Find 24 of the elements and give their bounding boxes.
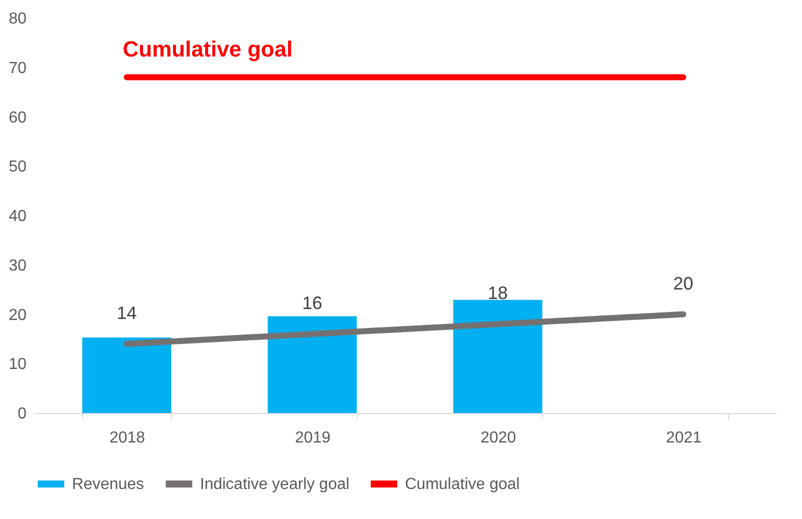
data-label: 20 [673,273,694,294]
y-tick-label: 0 [18,406,27,422]
x-tick-label: 2018 [109,430,146,446]
y-tick-label: 10 [8,356,27,374]
y-tick-label: 50 [8,158,27,176]
data-label: 16 [302,293,322,313]
legend-label: Indicative yearly goal [200,476,350,493]
y-tick-label: 20 [8,306,27,324]
bar [268,316,357,413]
x-tick-label: 2020 [480,430,516,446]
x-tick-label: 2019 [294,430,331,446]
y-tick-label: 30 [8,257,27,274]
x-tick-label: 2021 [666,430,702,446]
y-tick-label: 60 [8,109,27,126]
y-tick-label: 80 [8,10,27,28]
y-tick-label: 70 [8,60,27,77]
bar [82,337,172,413]
bar [453,300,542,413]
data-label: 18 [488,283,508,304]
y-tick-label: 40 [8,208,27,225]
annotation: Cumulative goal [122,36,293,62]
legend-label: Revenues [72,476,144,493]
data-label: 14 [116,302,137,323]
legend-label: Cumulative goal [405,476,520,493]
